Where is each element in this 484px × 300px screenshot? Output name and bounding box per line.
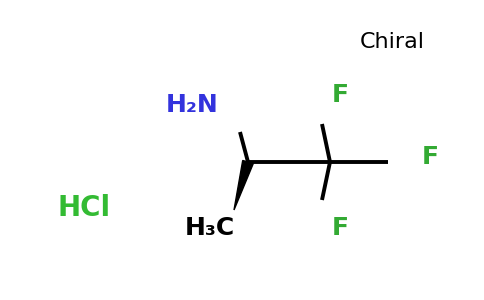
Text: Chiral: Chiral [360,32,425,52]
Text: F: F [332,83,348,107]
Text: F: F [422,145,439,169]
Text: H₃C: H₃C [185,216,235,240]
Text: HCl: HCl [58,194,111,222]
Text: H₂N: H₂N [166,93,218,117]
Polygon shape [234,160,253,210]
Text: F: F [332,216,348,240]
